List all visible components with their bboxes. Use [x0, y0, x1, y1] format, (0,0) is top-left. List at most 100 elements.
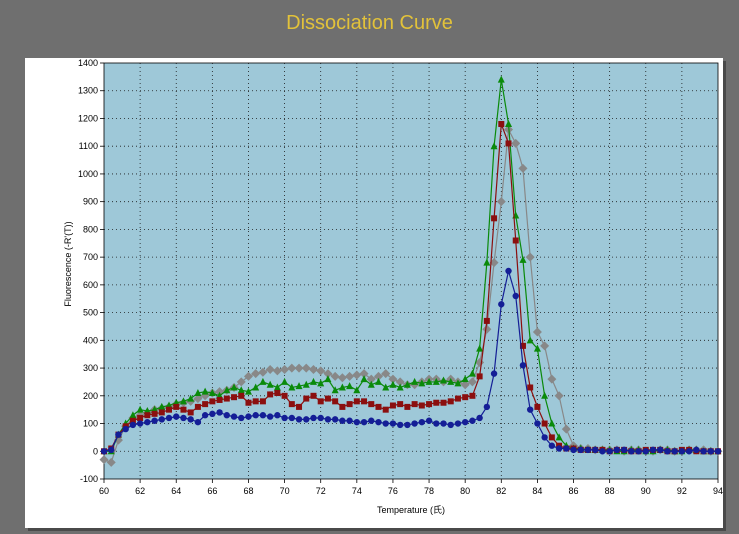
data-point-circle — [382, 420, 389, 427]
data-point-circle — [129, 421, 137, 429]
data-point-diamond — [489, 258, 499, 268]
data-point-triangle — [454, 379, 462, 387]
data-point-circle — [266, 413, 274, 420]
data-point-circle — [368, 417, 375, 424]
data-point-circle — [339, 417, 346, 424]
data-point-square — [129, 417, 136, 424]
data-point-square — [491, 215, 498, 222]
x-tick-label: 70 — [280, 486, 290, 496]
data-point-diamond — [496, 197, 506, 207]
data-point-circle — [209, 410, 216, 418]
data-point-circle — [512, 292, 519, 300]
data-point-circle — [353, 418, 361, 426]
y-tick-label: 300 — [83, 363, 98, 373]
data-point-circle — [331, 416, 339, 423]
data-point-square — [548, 434, 555, 441]
grid-lines — [104, 63, 718, 479]
data-point-triangle — [526, 336, 534, 344]
data-point-square — [476, 373, 483, 380]
data-point-square — [469, 392, 476, 399]
data-point-square — [245, 399, 252, 406]
data-point-circle — [201, 412, 209, 419]
data-point-circle — [158, 416, 165, 423]
data-point-circle — [671, 448, 678, 455]
data-point-square — [426, 401, 433, 408]
data-point-circle — [693, 446, 700, 454]
data-point-circle — [180, 414, 187, 422]
data-point-diamond — [308, 364, 318, 374]
data-point-triangle — [432, 377, 440, 385]
y-tick-label: 1400 — [78, 58, 98, 68]
data-point-triangle — [338, 383, 346, 391]
data-point-circle — [592, 446, 599, 454]
data-point-square — [173, 403, 180, 410]
data-point-circle — [714, 448, 722, 455]
data-point-triangle — [483, 258, 491, 266]
data-point-circle — [620, 446, 628, 454]
data-point-circle — [534, 420, 541, 427]
data-point-circle — [404, 421, 411, 429]
data-point-triangle — [476, 344, 484, 352]
y-axis-ticks: -100 0 100 200 300 400 500 600 700 800 900 1000 1100… — [78, 58, 104, 484]
data-point-circle — [476, 414, 483, 422]
data-point-square — [418, 402, 425, 409]
data-point-triangle — [374, 377, 382, 385]
data-point-circle — [635, 448, 642, 455]
data-point-diamond — [352, 370, 362, 380]
data-point-diamond — [287, 363, 297, 373]
x-tick-label: 90 — [641, 486, 651, 496]
data-point-circle — [122, 425, 129, 433]
data-point-square — [382, 406, 389, 413]
data-point-triangle — [468, 369, 476, 377]
data-point-circle — [490, 370, 498, 377]
data-point-circle — [613, 446, 621, 454]
data-point-triangle — [461, 375, 469, 383]
data-point-diamond — [460, 380, 470, 390]
data-point-triangle — [237, 386, 245, 394]
data-point-diamond — [388, 374, 398, 384]
data-point-circle — [461, 418, 469, 426]
data-point-diamond — [381, 369, 391, 379]
y-axis-label: Fluorescence (-R'(T)) — [63, 221, 73, 306]
data-point-circle — [700, 448, 707, 455]
data-point-circle — [678, 448, 686, 455]
data-point-triangle — [447, 377, 455, 385]
data-point-square — [223, 395, 230, 402]
data-point-triangle — [201, 387, 209, 395]
data-point-circle — [433, 420, 440, 427]
data-point-triangle — [367, 380, 375, 388]
data-point-circle — [295, 416, 303, 423]
data-point-triangle — [295, 382, 303, 390]
data-point-circle — [519, 362, 527, 369]
x-tick-label: 82 — [496, 486, 506, 496]
data-point-circle — [346, 417, 353, 424]
data-point-square — [238, 392, 245, 399]
data-point-diamond — [345, 371, 355, 381]
data-point-triangle — [266, 380, 274, 388]
data-point-circle — [664, 448, 671, 455]
data-point-circle — [411, 420, 418, 427]
data-point-triangle — [403, 380, 411, 388]
x-axis-ticks: 60 62 64 66 68 70 72 74 76 78 80 82 84 86 88 90 92 94 — [99, 479, 723, 496]
data-point-triangle — [440, 376, 448, 384]
data-point-square — [433, 399, 440, 406]
data-point-square — [288, 401, 295, 408]
data-point-diamond — [323, 369, 333, 379]
series-group — [99, 75, 723, 467]
data-point-circle — [238, 414, 245, 422]
data-point-circle — [642, 448, 649, 455]
y-tick-label: -100 — [80, 474, 98, 484]
data-point-square — [404, 403, 411, 410]
series-circle — [100, 267, 722, 455]
data-point-diamond — [99, 455, 109, 465]
x-tick-label: 92 — [677, 486, 687, 496]
y-tick-label: 0 — [93, 446, 98, 456]
data-point-triangle — [541, 391, 549, 399]
data-point-circle — [454, 420, 462, 427]
data-point-triangle — [360, 375, 368, 383]
data-point-square — [389, 402, 396, 409]
data-point-circle — [599, 448, 606, 455]
data-point-circle — [425, 417, 433, 424]
data-point-triangle — [490, 142, 498, 150]
